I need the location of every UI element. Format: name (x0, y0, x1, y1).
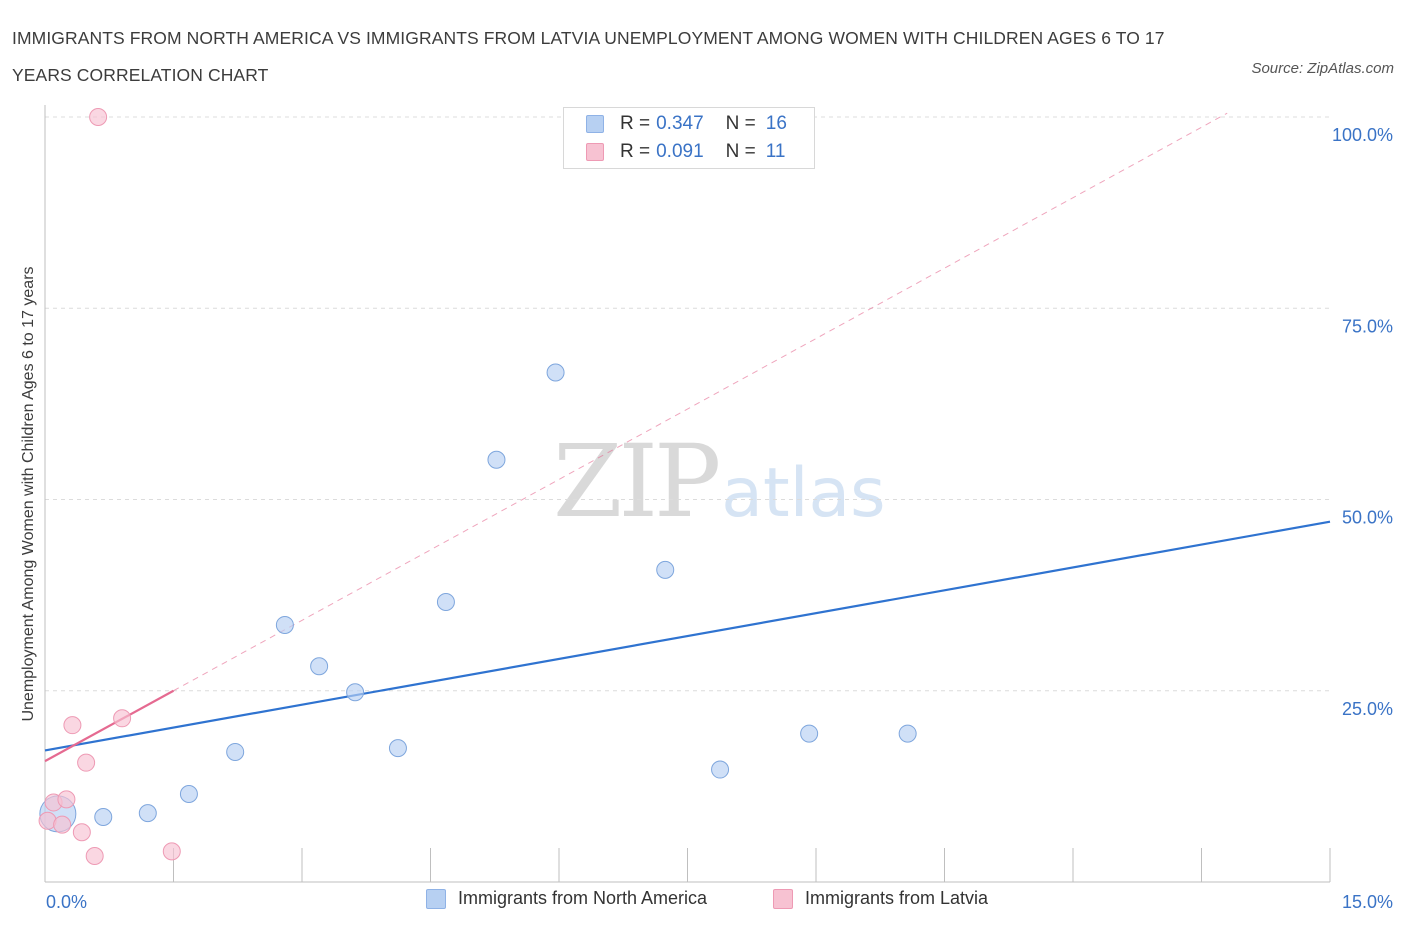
latvia-point (113, 709, 132, 728)
y-axis-label: Unemployment Among Women with Children A… (20, 266, 37, 722)
north-america-point (138, 804, 157, 823)
series-legend-latvia: Immigrants from Latvia (773, 888, 988, 909)
legend-row-latvia: R = 0.091 N = 11 (586, 138, 786, 166)
legend-swatch-latvia (586, 143, 604, 161)
series-swatch-north-america (426, 888, 446, 909)
y-tick-label: 50.0% (1342, 508, 1393, 528)
legend-r-label: R = (620, 141, 651, 162)
watermark-atlas: atlas (721, 454, 886, 533)
correlation-legend: R = 0.347 N = 16 R = 0.091 N = 11 (563, 107, 815, 169)
north-america-point (436, 593, 455, 612)
north-america-point (310, 657, 329, 676)
y-tick-label: 25.0% (1342, 699, 1393, 719)
legend-r-label: R = (620, 113, 651, 134)
latvia-point (77, 753, 96, 772)
legend-r-value: 0.091 (656, 141, 704, 162)
latvia-point (63, 716, 82, 735)
watermark: ZIPatlas (553, 432, 886, 532)
latvia-point (85, 846, 104, 865)
latvia-trend-line (44, 689, 175, 763)
legend-n-value: 11 (765, 141, 786, 162)
trend-lines (44, 112, 1331, 763)
source-label: Source: ZipAtlas.com (1251, 60, 1394, 77)
north-america-point (711, 760, 730, 779)
north-america-point (487, 450, 506, 469)
north-america-trend-line (44, 520, 1331, 752)
latvia-point (72, 823, 91, 842)
legend-n-label: N = (725, 113, 756, 134)
north-america-point (546, 363, 565, 382)
legend-n-value: 16 (765, 113, 787, 134)
x-tick-label: 15.0% (1342, 892, 1393, 912)
north-america-point (346, 683, 365, 702)
latvia-point (53, 815, 72, 834)
series-swatch-latvia (773, 888, 793, 909)
chart-title: IMMIGRANTS FROM NORTH AMERICA VS IMMIGRA… (12, 28, 1165, 85)
latvia-point (57, 790, 76, 809)
legend-swatch-north-america (586, 115, 604, 133)
north-america-point (800, 724, 819, 743)
latvia-point (89, 108, 108, 126)
series-label-north-america: Immigrants from North America (458, 888, 708, 908)
series-label-latvia: Immigrants from Latvia (805, 888, 989, 908)
series-legend-north-america: Immigrants from North America (426, 888, 707, 909)
north-america-point (179, 785, 198, 804)
north-america-point (275, 615, 294, 634)
grid-lines (45, 116, 1330, 692)
x-tick-label: 0.0% (46, 892, 87, 912)
north-america-point (656, 560, 675, 579)
latvia-trend-extension (173, 112, 1228, 692)
legend-n-label: N = (725, 141, 756, 162)
watermark-zip: ZIP (553, 423, 721, 540)
legend-r-value: 0.347 (656, 113, 704, 134)
tick-labels: 25.0% 50.0% 75.0% 100.0% 0.0% 15.0% (46, 125, 1393, 912)
north-america-point (226, 742, 245, 761)
data-points (38, 108, 917, 865)
axes (44, 105, 1331, 883)
north-america-point (94, 807, 113, 826)
north-america-point (898, 724, 917, 743)
legend-row-north-america: R = 0.347 N = 16 (586, 110, 787, 138)
y-tick-label: 100.0% (1332, 125, 1393, 145)
latvia-point (162, 842, 181, 861)
north-america-point (388, 739, 407, 758)
y-tick-label: 75.0% (1342, 316, 1393, 336)
